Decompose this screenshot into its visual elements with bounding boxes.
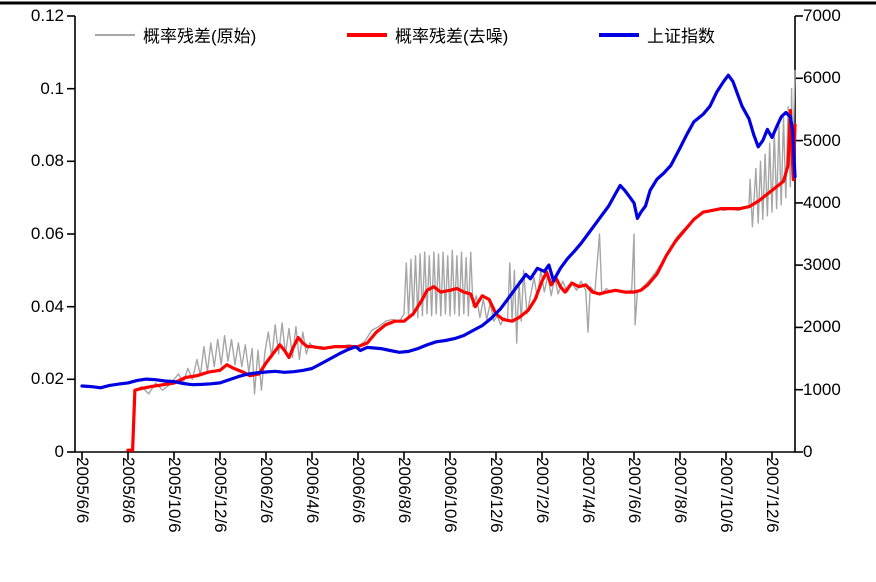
y-axis-label-left: 0.02 bbox=[30, 369, 64, 388]
legend-label: 概率残差(去噪) bbox=[395, 27, 509, 46]
legend-line-sample-gray bbox=[95, 33, 135, 36]
x-axis-label: 2005/6/6 bbox=[73, 457, 92, 524]
legend-line-sample-red bbox=[347, 32, 387, 37]
y-axis-label-right: 0 bbox=[803, 442, 813, 461]
y-axis-label-right: 2000 bbox=[803, 317, 841, 336]
y-axis-label-right: 1000 bbox=[803, 380, 841, 399]
legend-label: 概率残差(原始) bbox=[143, 27, 257, 46]
legend-item-raw-residual: 概率残差(原始) bbox=[95, 22, 256, 47]
x-axis-label: 2006/8/6 bbox=[395, 457, 414, 524]
legend-line-sample-blue bbox=[599, 32, 639, 37]
y-axis-label-right: 3000 bbox=[803, 255, 841, 274]
series-denoised-residual bbox=[126, 108, 797, 452]
series-sse-index bbox=[80, 73, 797, 390]
x-axis-label: 2005/8/6 bbox=[119, 457, 138, 524]
y-axis-label-right: 5000 bbox=[803, 131, 841, 150]
legend-item-denoised-residual: 概率残差(去噪) bbox=[347, 22, 508, 47]
x-axis-label: 2007/6/6 bbox=[625, 457, 644, 524]
y-axis-label-right: 6000 bbox=[803, 68, 841, 87]
y-axis-label-left: 0.12 bbox=[30, 6, 64, 25]
x-axis-label: 2006/12/6 bbox=[487, 457, 506, 533]
y-axis-label-left: 0.1 bbox=[40, 79, 64, 98]
x-axis-label: 2007/10/6 bbox=[717, 457, 736, 533]
y-axis-label-right: 4000 bbox=[803, 193, 841, 212]
x-axis-label: 2007/2/6 bbox=[533, 457, 552, 524]
x-axis-label: 2006/10/6 bbox=[441, 457, 460, 533]
x-axis-label: 2005/12/6 bbox=[211, 457, 230, 533]
y-axis-label-right: 7000 bbox=[803, 6, 841, 25]
axis-lines bbox=[74, 16, 796, 453]
x-axis-label: 2007/12/6 bbox=[763, 457, 782, 533]
y-axis-label-left: 0.08 bbox=[30, 151, 64, 170]
x-axis-label: 2005/10/6 bbox=[165, 457, 184, 533]
x-axis-label: 2007/8/6 bbox=[671, 457, 690, 524]
y-axis-label-left: 0.04 bbox=[30, 297, 64, 316]
legend: 概率残差(原始) 概率残差(去噪) 上证指数 bbox=[95, 22, 715, 47]
x-axis-label: 2006/6/6 bbox=[349, 457, 368, 524]
legend-item-sse-index: 上证指数 bbox=[599, 22, 715, 47]
x-axis-label: 2007/4/6 bbox=[579, 457, 598, 524]
y-axis-label-left: 0.06 bbox=[30, 224, 64, 243]
x-axis-label: 2006/2/6 bbox=[257, 457, 276, 524]
y-axis-label-left: 0 bbox=[54, 442, 64, 461]
legend-label: 上证指数 bbox=[647, 27, 715, 46]
x-axis-label: 2006/4/6 bbox=[303, 457, 322, 524]
